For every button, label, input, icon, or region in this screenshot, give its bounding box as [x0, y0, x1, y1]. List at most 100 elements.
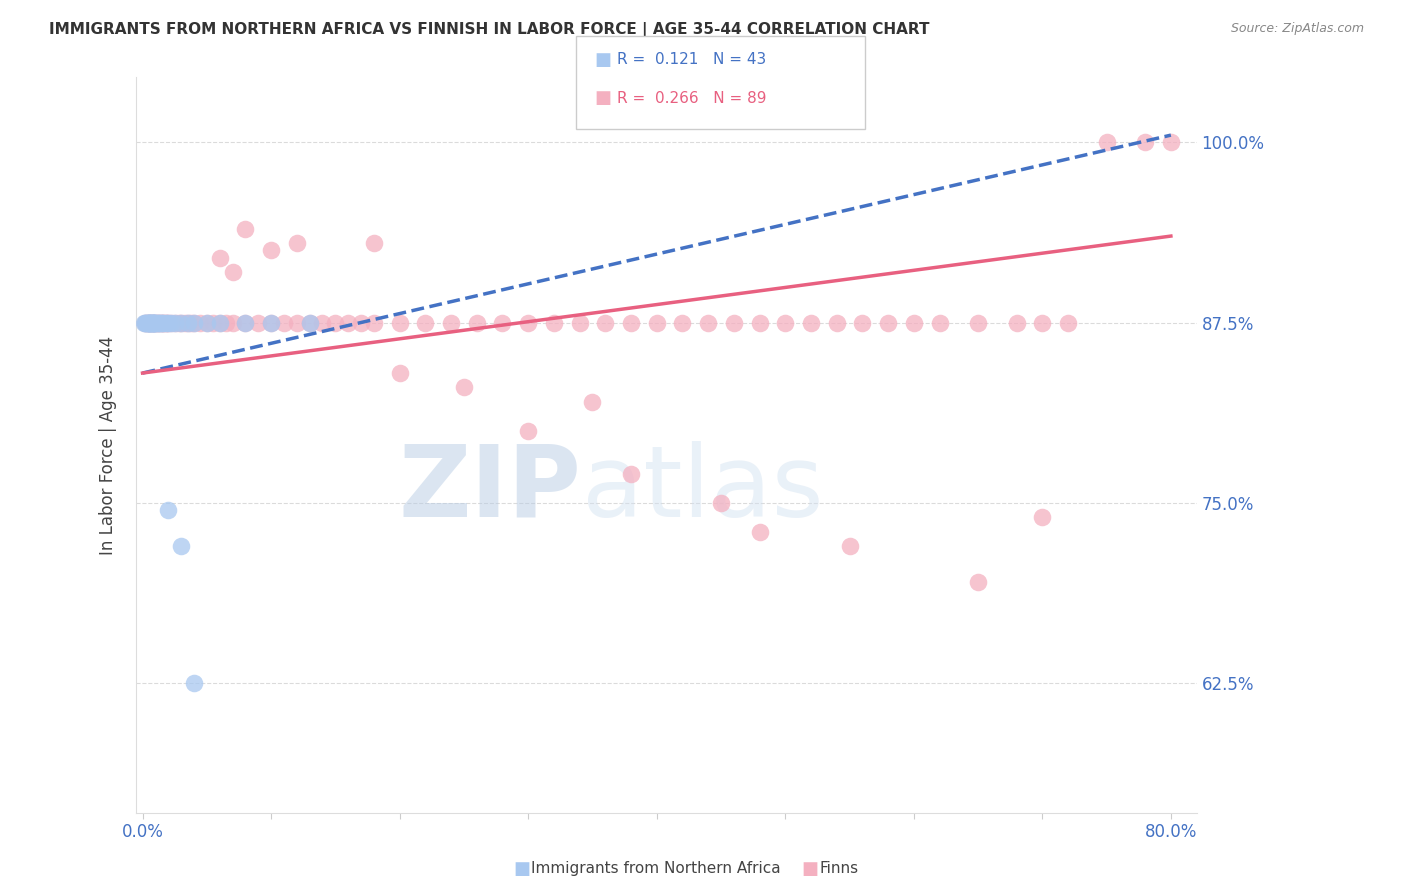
Point [595, 316, 617, 330]
Point [453, 380, 475, 394]
Text: Immigrants from Northern Africa: Immigrants from Northern Africa [531, 862, 782, 876]
Point [142, 316, 165, 330]
Point [143, 316, 166, 330]
Point [134, 316, 156, 330]
Point [710, 496, 733, 510]
Point [208, 316, 231, 330]
Point [149, 316, 172, 330]
Point [337, 316, 360, 330]
Point [145, 316, 167, 330]
Point [136, 316, 159, 330]
Y-axis label: In Labor Force | Age 35-44: In Labor Force | Age 35-44 [100, 335, 117, 555]
Point [143, 316, 166, 330]
Point [149, 316, 172, 330]
Point [298, 316, 321, 330]
Point [176, 316, 198, 330]
Point [620, 316, 643, 330]
Point [620, 467, 643, 481]
Point [155, 316, 177, 330]
Point [146, 316, 169, 330]
Point [183, 316, 205, 330]
Point [157, 316, 180, 330]
Point [235, 222, 257, 236]
Point [146, 316, 169, 330]
Point [159, 316, 181, 330]
Text: ■: ■ [595, 51, 612, 69]
Point [208, 251, 231, 265]
Point [138, 316, 160, 330]
Point [132, 316, 155, 330]
Point [152, 316, 174, 330]
Point [156, 316, 179, 330]
Point [176, 316, 198, 330]
Point [517, 424, 540, 438]
Point [671, 316, 693, 330]
Point [851, 316, 873, 330]
Point [145, 316, 167, 330]
Point [260, 316, 283, 330]
Point [415, 316, 437, 330]
Point [1133, 136, 1156, 150]
Point [163, 316, 186, 330]
Point [260, 244, 283, 258]
Point [568, 316, 591, 330]
Point [148, 316, 170, 330]
Point [697, 316, 720, 330]
Point [159, 316, 181, 330]
Point [202, 316, 225, 330]
Text: ■: ■ [595, 89, 612, 107]
Point [141, 316, 163, 330]
Point [170, 316, 193, 330]
Point [195, 316, 218, 330]
Point [748, 316, 770, 330]
Point [153, 316, 176, 330]
Point [543, 316, 565, 330]
Text: Finns: Finns [820, 862, 859, 876]
Point [141, 316, 163, 330]
Point [145, 316, 167, 330]
Point [157, 316, 180, 330]
Point [215, 316, 238, 330]
Text: R =  0.121   N = 43: R = 0.121 N = 43 [617, 53, 766, 67]
Point [1057, 316, 1080, 330]
Point [221, 316, 243, 330]
Point [145, 316, 167, 330]
Point [235, 316, 257, 330]
Point [748, 524, 770, 539]
Point [285, 236, 308, 251]
Point [1031, 316, 1053, 330]
Text: IMMIGRANTS FROM NORTHERN AFRICA VS FINNISH IN LABOR FORCE | AGE 35-44 CORRELATIO: IMMIGRANTS FROM NORTHERN AFRICA VS FINNI… [49, 22, 929, 38]
Point [170, 539, 193, 553]
Text: ■: ■ [513, 860, 530, 878]
Point [135, 316, 157, 330]
Point [134, 316, 156, 330]
Point [235, 316, 257, 330]
Point [363, 236, 385, 251]
Point [967, 575, 990, 590]
Point [825, 316, 848, 330]
Point [208, 316, 231, 330]
Text: atlas: atlas [582, 441, 823, 538]
Point [517, 316, 540, 330]
Point [155, 316, 177, 330]
Point [285, 316, 308, 330]
Point [903, 316, 925, 330]
Point [146, 316, 169, 330]
Point [325, 316, 347, 330]
Point [138, 316, 160, 330]
Point [247, 316, 270, 330]
Point [723, 316, 745, 330]
Point [150, 316, 173, 330]
Point [967, 316, 990, 330]
Text: R =  0.266   N = 89: R = 0.266 N = 89 [617, 91, 766, 105]
Point [1095, 136, 1118, 150]
Point [180, 316, 202, 330]
Point [260, 316, 283, 330]
Point [221, 265, 243, 279]
Point [150, 316, 173, 330]
Point [174, 316, 197, 330]
Point [138, 316, 160, 330]
Point [388, 316, 411, 330]
Point [139, 316, 162, 330]
Point [148, 316, 170, 330]
